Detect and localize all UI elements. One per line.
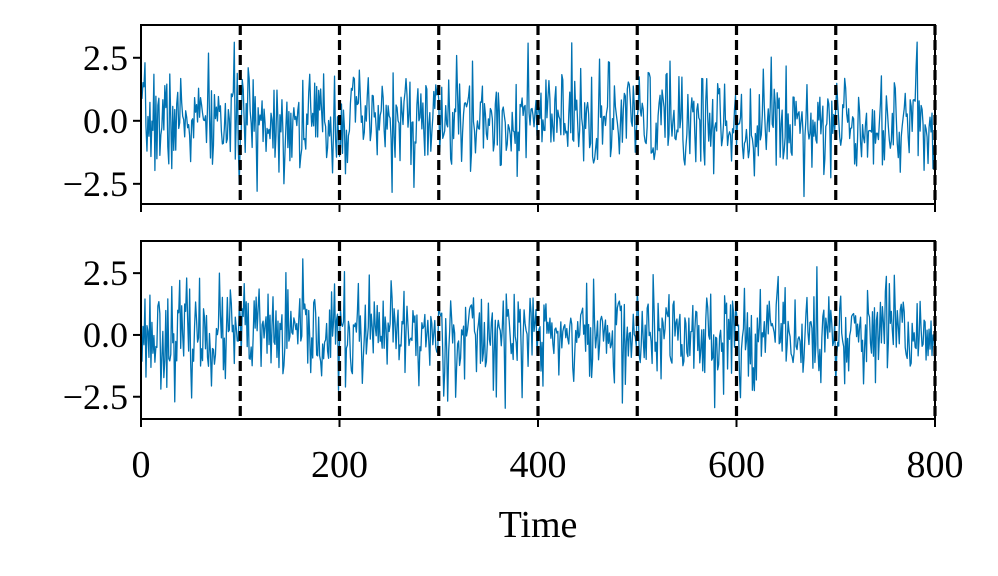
top-panel: −2.5 0.0 2.5	[63, 24, 937, 212]
y-tick-label-0: −2.5	[63, 377, 128, 417]
series-line-top-0	[140, 41, 936, 198]
y-tick-label-2: 2.5	[83, 38, 128, 78]
y-tick-label-1: 0.0	[83, 101, 128, 141]
x-tick-label-1: 200	[311, 444, 368, 486]
x-tick-label-3: 600	[708, 444, 765, 486]
y-tick-label-0: −2.5	[63, 164, 128, 204]
x-tick-label-2: 400	[510, 444, 567, 486]
bottom-panel: −2.5 0.0 2.5 0 200 400 600 800	[63, 240, 964, 486]
y-tick-label-2: 2.5	[83, 253, 128, 293]
x-tick-label-0: 0	[132, 444, 151, 486]
x-tick-label-4: 800	[907, 444, 964, 486]
x-axis-label: Time	[499, 504, 578, 546]
y-tick-label-1: 0.0	[83, 315, 128, 355]
